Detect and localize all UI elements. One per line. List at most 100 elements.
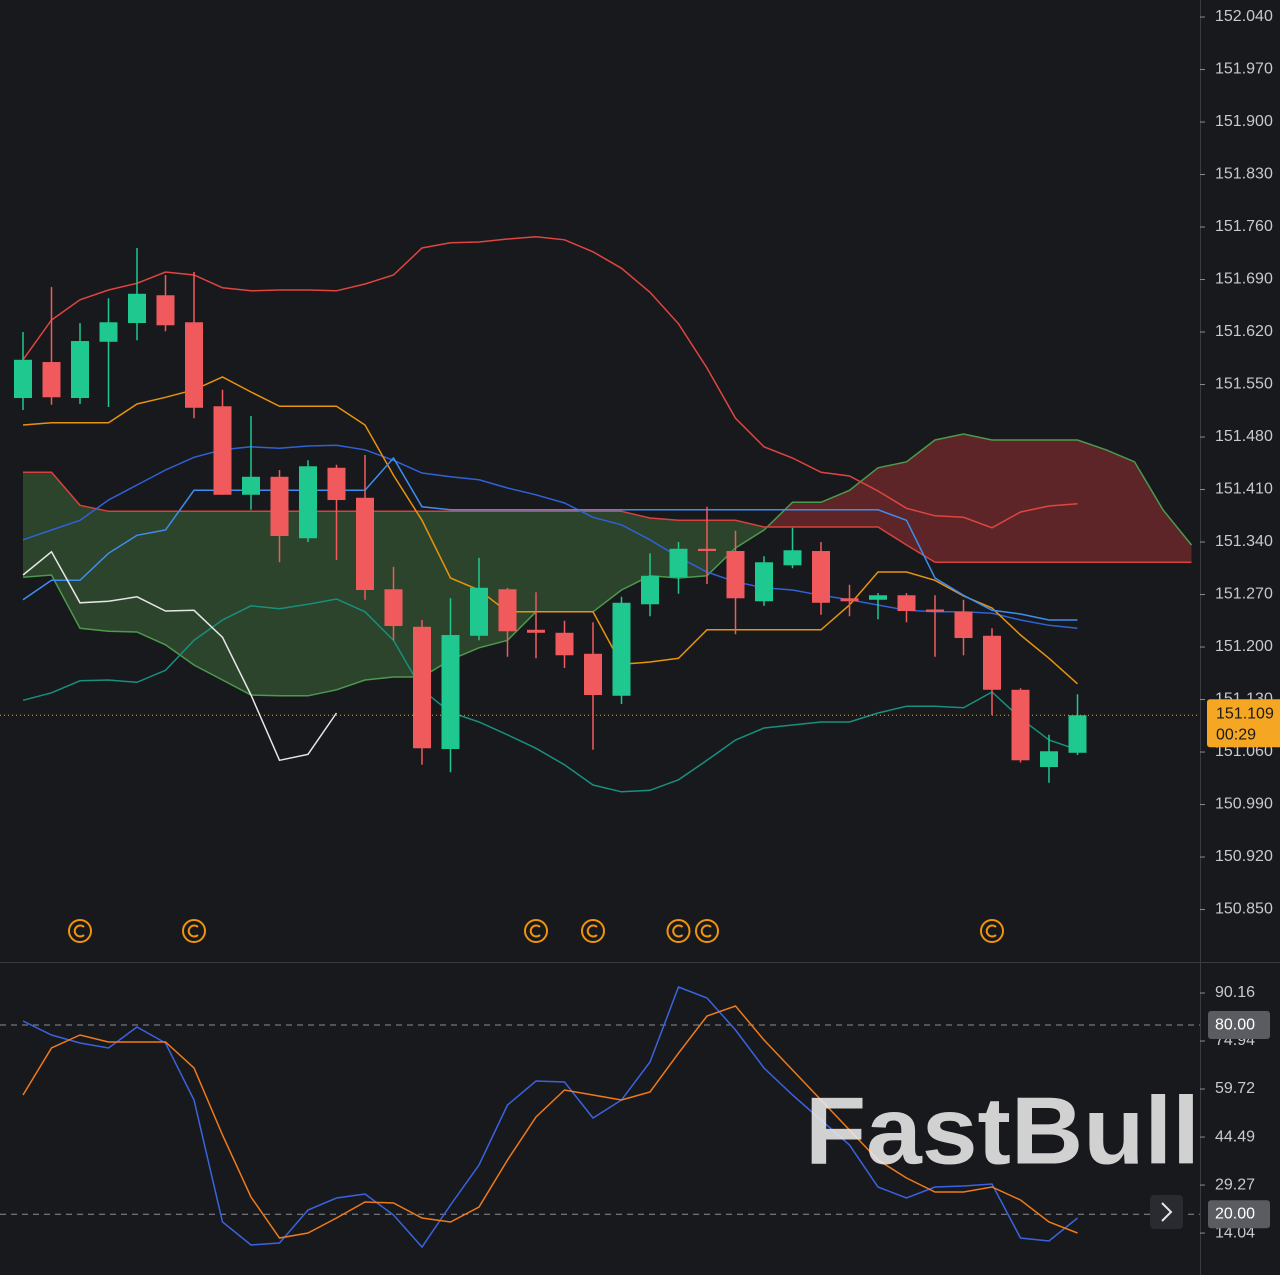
event-marker	[695, 919, 719, 943]
event-ring	[581, 919, 605, 943]
event-glyph	[700, 924, 712, 938]
candle-body	[726, 551, 745, 599]
event-ring	[182, 919, 206, 943]
candle-body	[926, 609, 944, 612]
event-glyph	[586, 924, 598, 938]
y-tick-label: 150.990	[1215, 796, 1273, 813]
candle-body	[327, 467, 346, 501]
cloud-fill	[1106, 449, 1135, 563]
y-tick-label: 29.27	[1215, 1176, 1255, 1193]
stochastic-pane	[0, 986, 1200, 1249]
event-ring	[980, 919, 1004, 943]
chevron-icon[interactable]	[1161, 1202, 1173, 1222]
candle-body	[783, 550, 802, 566]
level-label-box	[1208, 1011, 1270, 1040]
cloud-fill	[621, 511, 650, 591]
price-pane	[0, 236, 1200, 943]
event-ring	[695, 919, 719, 943]
cloud-fill	[564, 511, 593, 612]
cloud-fill	[165, 511, 194, 666]
cloud-fill	[792, 502, 821, 528]
y-tick-label: 14.04	[1215, 1224, 1255, 1241]
event-ring	[68, 919, 92, 943]
event-marker	[182, 919, 206, 943]
cloud-fill	[935, 434, 964, 563]
level-label: 20.00	[1215, 1206, 1255, 1223]
candle-body	[954, 611, 973, 639]
candle-body	[156, 295, 175, 326]
cloud-fill	[194, 511, 223, 681]
candle-body	[413, 626, 431, 749]
indicator-line	[22, 456, 1078, 621]
candle-body	[555, 632, 574, 656]
cloud-fill	[222, 511, 251, 696]
candle-body	[1068, 715, 1087, 753]
y-tick-label: 150.920	[1215, 848, 1273, 865]
event-marker	[524, 919, 548, 943]
candle-body	[99, 322, 118, 342]
y-tick-label: 151.760	[1215, 218, 1273, 235]
watermark: FastBull	[805, 1077, 1200, 1184]
cloud-fill	[251, 511, 280, 696]
candle-body	[384, 589, 403, 627]
candle-body	[641, 575, 659, 605]
event-marker	[68, 919, 92, 943]
level-label-box	[1208, 1200, 1270, 1229]
scroll-button-bg[interactable]	[1150, 1195, 1183, 1229]
candle-body	[128, 293, 146, 324]
cloud-fill	[279, 511, 308, 696]
cloud-fill	[992, 440, 1021, 563]
cloud-fill	[108, 511, 137, 633]
candle-body	[527, 629, 545, 633]
level-label: 80.00	[1215, 1016, 1255, 1033]
axis: 152.040 151.970 151.900 151.830 151.760 151.6…	[1200, 8, 1280, 1241]
cloud-fill	[1134, 461, 1163, 563]
cloud-fill	[536, 511, 565, 612]
candle-body	[869, 595, 887, 600]
event-glyph	[672, 924, 684, 938]
candle-body	[498, 589, 517, 632]
event-ring	[666, 919, 691, 943]
candle-body	[213, 406, 232, 495]
cloud-fill	[80, 505, 109, 632]
candle-body	[14, 359, 32, 399]
y-tick-label: 151.690	[1215, 271, 1273, 288]
cloud-span-a	[22, 433, 1193, 697]
y-tick-label: 59.72	[1215, 1080, 1255, 1097]
y-tick-label: 151.970	[1215, 61, 1273, 78]
candle-body	[983, 635, 1001, 690]
event-marker	[980, 919, 1004, 943]
candle-body	[42, 362, 61, 398]
cloud-fill	[308, 511, 337, 696]
cloud-fill	[137, 511, 166, 645]
candle-body	[612, 602, 631, 696]
y-tick-label: 151.620	[1215, 323, 1273, 340]
y-tick-label: 90.16	[1215, 984, 1255, 1001]
stochastic-line	[22, 986, 1078, 1249]
candle-body	[840, 598, 859, 602]
scroll-button[interactable]	[1150, 1195, 1183, 1229]
candle-body	[270, 476, 289, 537]
indicator-line	[22, 598, 1078, 793]
y-tick-label: 151.410	[1215, 481, 1273, 498]
candle-body	[1011, 689, 1030, 761]
cloud-fill	[1163, 509, 1192, 563]
candle-body	[755, 562, 773, 602]
event-glyph	[985, 924, 997, 938]
event-glyph	[529, 924, 541, 938]
event-glyph	[73, 924, 85, 938]
candle-body	[812, 551, 830, 603]
y-tick-label: 151.900	[1215, 113, 1273, 130]
cloud-fill	[593, 511, 622, 612]
event-glyph	[187, 924, 199, 938]
cloud-fill	[1020, 440, 1049, 563]
countdown-label: 00:29	[1216, 726, 1256, 743]
cloud-fill	[1077, 440, 1106, 563]
candle-body	[356, 497, 374, 591]
current-price-box	[1207, 699, 1280, 748]
event-ring	[524, 919, 548, 943]
candle-body	[1040, 751, 1058, 768]
candle-body	[299, 466, 317, 539]
